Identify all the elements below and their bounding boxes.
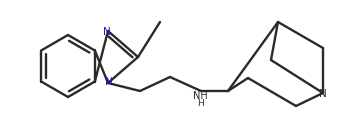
Text: NH: NH [193, 91, 208, 101]
Text: N: N [319, 89, 327, 99]
Text: N: N [105, 77, 113, 87]
Text: N: N [103, 27, 111, 37]
Text: H: H [197, 99, 204, 109]
